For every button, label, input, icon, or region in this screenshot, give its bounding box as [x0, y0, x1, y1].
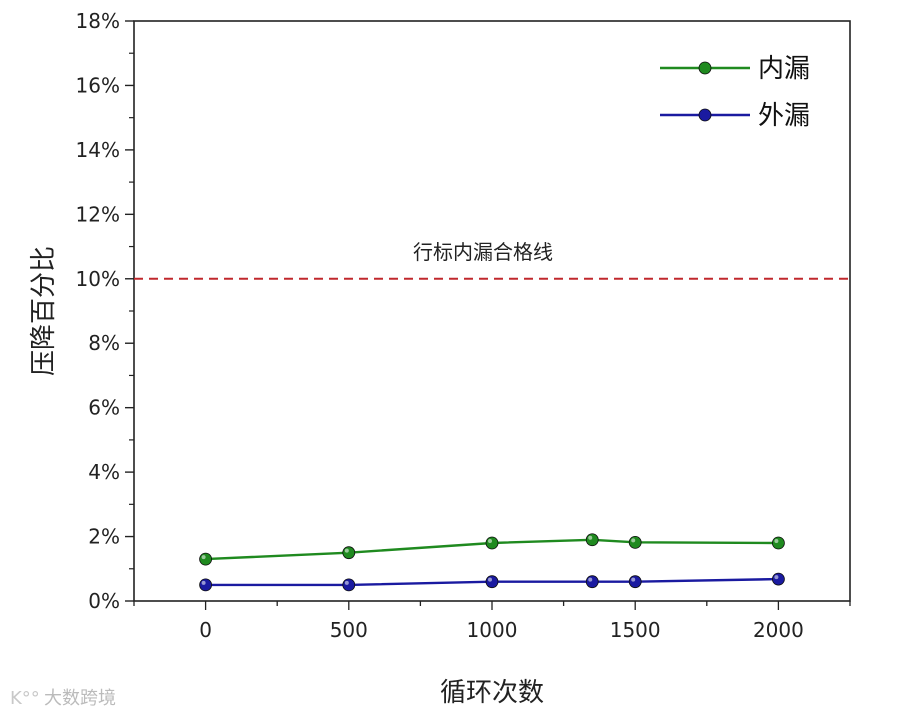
x-tick-label: 0 [199, 618, 212, 642]
data-point-highlight [488, 539, 492, 543]
x-axis-title: 循环次数 [440, 678, 544, 708]
y-axis-title: 压降百分比 [29, 246, 59, 376]
data-point-highlight [344, 580, 349, 585]
data-point-highlight [588, 535, 593, 540]
watermark: K°° 大数跨境 [10, 688, 116, 709]
data-point [772, 536, 785, 550]
y-tick-label: 18% [76, 9, 120, 33]
data-point-highlight [201, 555, 206, 560]
y-tick-label: 4% [88, 460, 120, 484]
data-point-highlight [631, 538, 636, 543]
data-point-highlight [488, 577, 492, 582]
y-tick-label: 16% [76, 73, 120, 97]
x-axis: 0 500 1000 1500 2000 [133, 601, 851, 642]
data-point [628, 535, 642, 549]
legend-swatch-marker [698, 108, 712, 122]
data-point [342, 546, 356, 560]
y-axis: 0% 2% 4% 6% 8% 10% 12% 14% 16% 18% [76, 9, 134, 613]
data-point [485, 575, 499, 589]
y-tick-label: 2% [88, 525, 120, 549]
data-point [628, 575, 642, 589]
x-tick-label: 500 [330, 618, 368, 642]
y-tick-label: 10% [76, 267, 120, 291]
data-point [199, 578, 213, 592]
data-point [199, 552, 213, 566]
watermark-logo-icon: K°° [10, 688, 40, 709]
data-point [342, 578, 356, 592]
y-tick-label: 0% [88, 589, 120, 613]
plot-frame [133, 20, 851, 602]
series-group [199, 533, 785, 592]
y-tick-label: 6% [88, 396, 120, 420]
data-point-highlight [631, 577, 636, 582]
legend-label: 内漏 [758, 54, 810, 84]
reference-line-label: 行标内漏合格线 [413, 240, 553, 264]
data-point-highlight [588, 577, 593, 582]
x-tick-label: 1500 [610, 618, 661, 642]
series-line-0 [205, 538, 779, 561]
y-tick-label: 14% [76, 138, 120, 162]
data-point [485, 536, 499, 550]
series-line-1 [205, 577, 779, 587]
data-point [585, 533, 599, 547]
data-point-highlight [344, 548, 349, 553]
watermark-text: 大数跨境 [44, 688, 116, 709]
data-point [772, 572, 785, 586]
data-point-highlight [774, 539, 779, 543]
legend-swatch-marker [698, 61, 712, 75]
y-tick-label: 12% [76, 202, 120, 226]
x-tick-label: 1000 [467, 618, 518, 642]
legend-label: 外漏 [758, 101, 810, 131]
x-tick-label: 2000 [753, 618, 804, 642]
reference-line-group: 行标内漏合格线 [134, 240, 850, 280]
y-tick-label: 8% [88, 331, 120, 355]
data-point-highlight [774, 575, 779, 580]
data-point-highlight [201, 580, 206, 585]
data-point [585, 575, 599, 589]
